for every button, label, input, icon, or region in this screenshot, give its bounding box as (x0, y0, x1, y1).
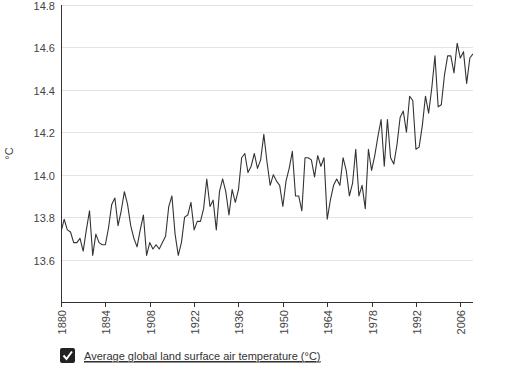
x-tick (327, 302, 328, 307)
plot-data (61, 43, 473, 255)
chart: 13.6 13.8 14.0 14.2 14.4 14.6 14.8 1880 1894 1908… (0, 0, 507, 379)
grid-line (61, 132, 473, 133)
x-tick (283, 302, 284, 307)
x-tick-label: 1894 (100, 310, 112, 334)
y-tick-label: 14.2 (34, 127, 55, 139)
y-grid (61, 6, 473, 261)
legend-label[interactable]: Average global land surface air temperat… (84, 350, 321, 362)
x-tick-label: 1936 (233, 310, 245, 334)
x-tick-label: 1950 (278, 310, 290, 334)
x-tick-label: 1922 (189, 310, 201, 334)
x-tick-label: 1992 (411, 310, 423, 334)
legend-check (64, 352, 73, 360)
x-tick (372, 302, 373, 307)
x-tick-label: 1964 (322, 310, 334, 334)
legend-checkbox[interactable] (60, 348, 75, 363)
x-tick (460, 302, 461, 307)
x-tick (194, 302, 195, 307)
y-axis (61, 5, 62, 302)
y-tick-labels: 13.6 13.8 14.0 14.2 14.4 14.6 14.8 (34, 0, 55, 267)
y-axis-label: °C (3, 147, 15, 159)
y-tick-label: 14.4 (34, 85, 55, 97)
grid-line (61, 217, 473, 218)
x-tick (105, 302, 106, 307)
grid-line (61, 5, 473, 6)
y-tick-label: 14.0 (34, 170, 55, 182)
grid-line (61, 260, 473, 261)
y-tick-label: 14.6 (34, 42, 55, 54)
x-tick-label: 1978 (367, 310, 379, 334)
x-ticks: 1880 1894 1908 1922 1936 1950 1964 1978 1992 2006 (56, 302, 467, 334)
y-tick-label: 14.8 (34, 0, 55, 12)
x-tick (416, 302, 417, 307)
x-tick-label: 1880 (56, 310, 68, 334)
x-tick (150, 302, 151, 307)
y-tick-label: 13.8 (34, 212, 55, 224)
y-tick-label: 13.6 (34, 255, 55, 267)
grid-line (61, 175, 473, 176)
x-axis (61, 302, 473, 303)
legend-underline (84, 362, 321, 363)
grid-line (61, 47, 473, 48)
grid-line (61, 90, 473, 91)
x-tick-label: 2006 (455, 310, 467, 334)
series-line (61, 43, 473, 255)
x-tick (61, 302, 62, 307)
x-tick (238, 302, 239, 307)
x-tick-label: 1908 (145, 310, 157, 334)
legend: Average global land surface air temperat… (60, 348, 321, 363)
